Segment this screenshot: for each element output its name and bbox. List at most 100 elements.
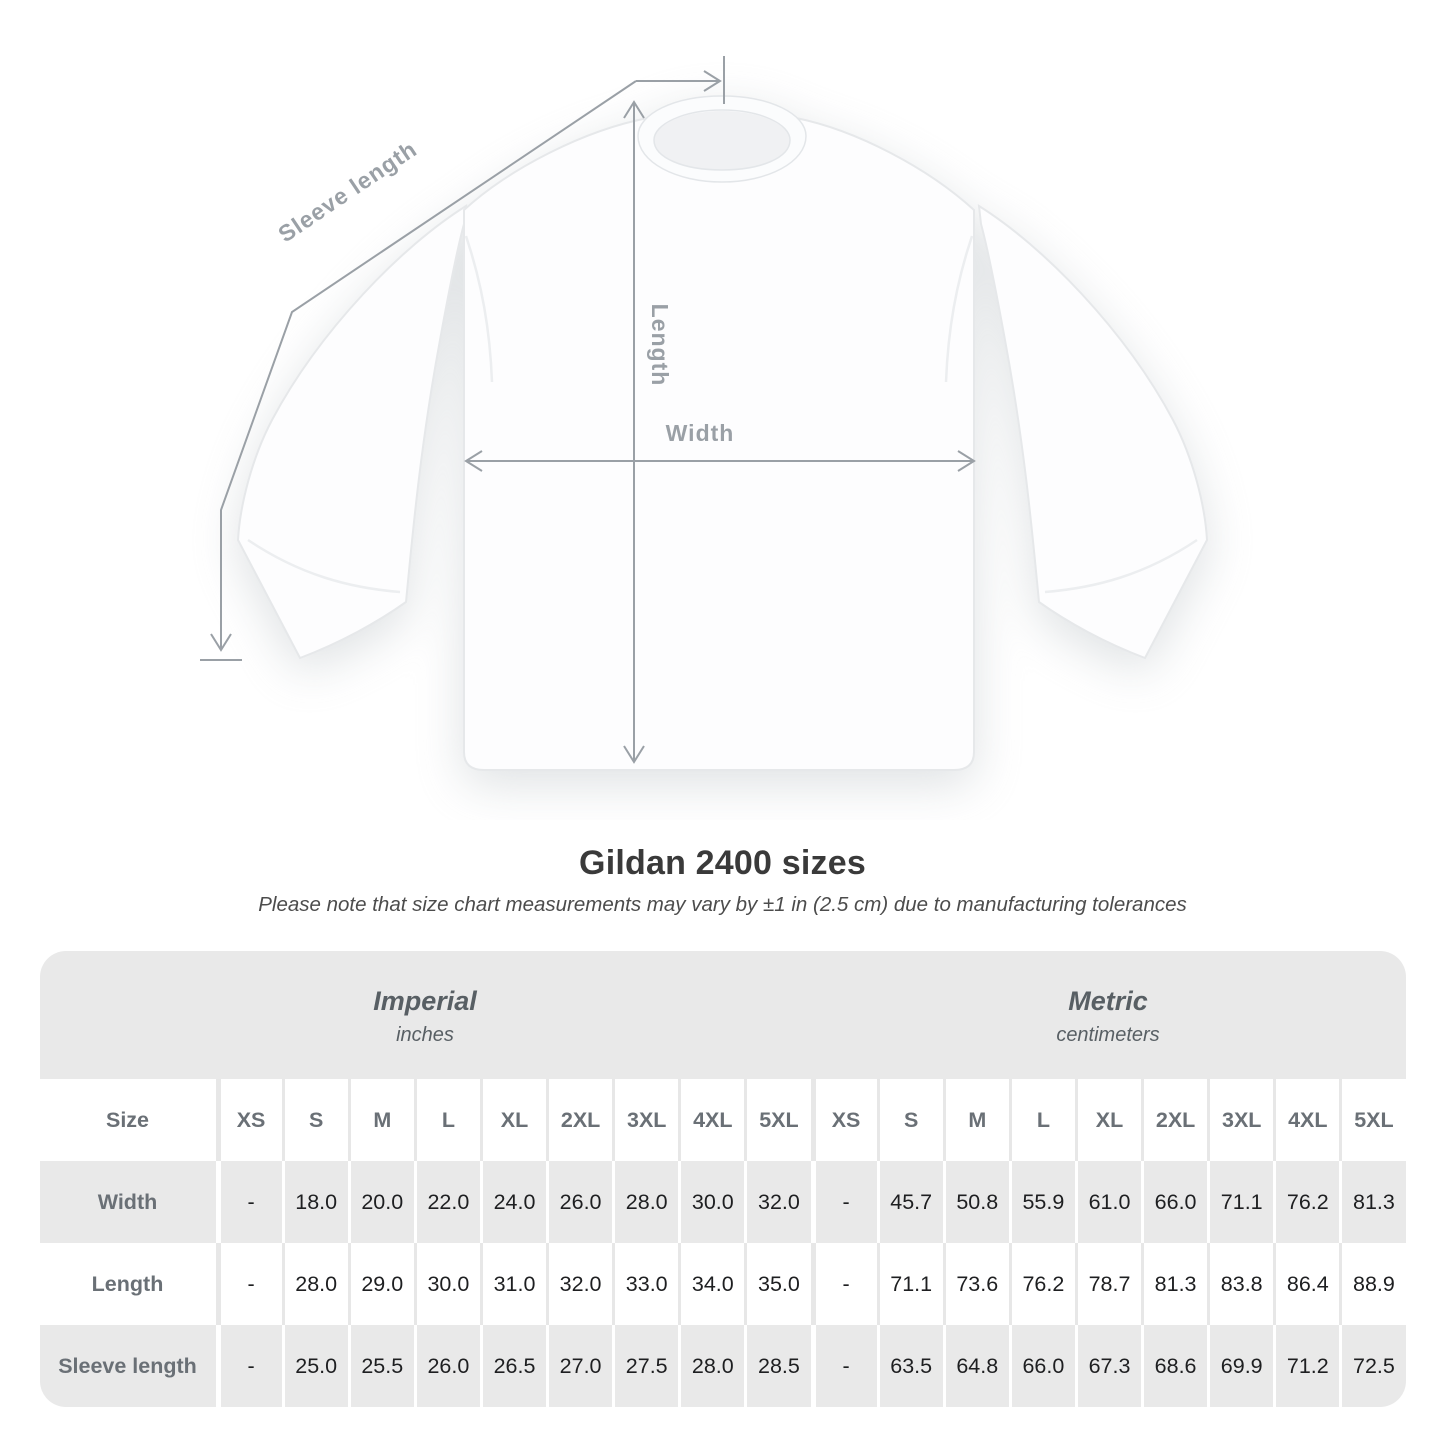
shirt-right-cuff-seam	[1044, 538, 1198, 594]
imperial-title: Imperial	[373, 985, 477, 1016]
shirt-collar	[637, 95, 807, 183]
shirt-right-sleeve	[977, 204, 1209, 660]
length-label: Length	[647, 304, 673, 387]
metric-title: Metric	[1068, 985, 1148, 1016]
width-imperial-xs: -	[215, 1161, 282, 1243]
sleeve-length-arrow-right	[703, 70, 722, 92]
row-label-sleeve-length: Sleeve length	[39, 1325, 216, 1407]
size-col-metric-xs: XS	[810, 1079, 877, 1161]
width-metric-4xl: 76.2	[1273, 1161, 1340, 1243]
sleeve-length-metric-5xl: 72.5	[1339, 1325, 1406, 1407]
size-col-imperial-4xl: 4XL	[678, 1079, 745, 1161]
size-col-metric-4xl: 4XL	[1273, 1079, 1340, 1161]
length-imperial-m: 29.0	[347, 1243, 414, 1325]
shirt-left-sleeve	[236, 204, 468, 660]
size-col-metric-2xl: 2XL	[1141, 1079, 1208, 1161]
length-metric-5xl: 88.9	[1339, 1243, 1406, 1325]
sleeve-length-imperial-3xl: 27.5	[612, 1325, 679, 1407]
width-metric-3xl: 71.1	[1207, 1161, 1274, 1243]
sleeve-length-imperial-5xl: 28.5	[744, 1325, 811, 1407]
length-imperial-2xl: 32.0	[546, 1243, 613, 1325]
shirt-measurement-diagram: Sleeve length Length Width	[200, 56, 1209, 771]
width-arrow-right	[957, 450, 976, 472]
width-label: Width	[666, 420, 735, 446]
width-metric-xl: 61.0	[1074, 1161, 1142, 1243]
sleeve-length-diagonal-line	[220, 80, 637, 648]
size-chart-table: Imperial inches Metric centimeters Size XS S M L…	[39, 951, 1406, 1407]
sleeve-length-metric-xs: -	[810, 1325, 877, 1407]
size-col-imperial-s: S	[281, 1079, 348, 1161]
sleeve-length-imperial-4xl: 28.0	[678, 1325, 745, 1407]
sleeve-length-metric-m: 64.8	[942, 1325, 1009, 1407]
size-col-imperial-2xl: 2XL	[546, 1079, 613, 1161]
size-col-metric-3xl: 3XL	[1207, 1079, 1274, 1161]
metric-section-header: Metric centimeters	[810, 951, 1406, 1079]
sleeve-length-imperial-s: 25.0	[281, 1325, 348, 1407]
length-imperial-5xl: 35.0	[744, 1243, 811, 1325]
length-imperial-s: 28.0	[281, 1243, 348, 1325]
sleeve-length-metric-s: 63.5	[876, 1325, 943, 1407]
row-label-width: Width	[39, 1161, 216, 1243]
sleeve-length-arrow-down	[210, 633, 232, 652]
length-imperial-3xl: 33.0	[612, 1243, 679, 1325]
size-col-metric-l: L	[1008, 1079, 1075, 1161]
size-col-metric-m: M	[942, 1079, 1009, 1161]
sleeve-length-metric-2xl: 68.6	[1141, 1325, 1208, 1407]
size-col-metric-5xl: 5XL	[1339, 1079, 1406, 1161]
metric-unit: centimeters	[1056, 1023, 1160, 1046]
width-arrow-left	[464, 450, 483, 472]
imperial-unit: inches	[396, 1023, 454, 1046]
size-col-imperial-3xl: 3XL	[612, 1079, 679, 1161]
length-metric-m: 73.6	[942, 1243, 1009, 1325]
shirt-diagram-svg: Sleeve length Length Width	[200, 56, 1209, 771]
length-arrow-up	[623, 100, 645, 119]
measure-row-length: Length -28.0 29.0 30.0 31.0 32.0 33.0 34.0 35.0-…	[39, 1243, 1406, 1325]
shirt-right-armpit-crease	[944, 235, 974, 383]
length-metric-s: 71.1	[876, 1243, 943, 1325]
sleeve-length-imperial-m: 25.5	[347, 1325, 414, 1407]
width-metric-2xl: 66.0	[1141, 1161, 1208, 1243]
sleeve-length-imperial-xl: 26.5	[479, 1325, 547, 1407]
shirt-neck-opening	[654, 111, 790, 171]
tolerance-note: Please note that size chart measurements…	[258, 893, 1187, 916]
length-imperial-l: 30.0	[413, 1243, 480, 1325]
length-imperial-xs: -	[215, 1243, 282, 1325]
shirt-left-armpit-crease	[464, 235, 494, 383]
width-imperial-l: 22.0	[413, 1161, 480, 1243]
width-imperial-2xl: 26.0	[546, 1161, 613, 1243]
length-metric-xs: -	[810, 1243, 877, 1325]
size-col-imperial-m: M	[347, 1079, 414, 1161]
size-col-imperial-5xl: 5XL	[744, 1079, 811, 1161]
width-metric-xs: -	[810, 1161, 877, 1243]
measure-row-width: Width -18.0 20.0 22.0 24.0 26.0 28.0 30.0 32.0-4…	[39, 1161, 1406, 1243]
size-col-metric-s: S	[876, 1079, 943, 1161]
length-imperial-xl: 31.0	[479, 1243, 547, 1325]
width-imperial-m: 20.0	[347, 1161, 414, 1243]
length-metric-2xl: 81.3	[1141, 1243, 1208, 1325]
size-col-imperial-xs: XS	[215, 1079, 282, 1161]
length-metric-l: 76.2	[1008, 1243, 1075, 1325]
size-header-label: Size	[39, 1079, 216, 1161]
size-col-imperial-l: L	[413, 1079, 480, 1161]
size-col-imperial-xl: XL	[479, 1079, 547, 1161]
sleeve-length-metric-3xl: 69.9	[1207, 1325, 1274, 1407]
sleeve-length-metric-4xl: 71.2	[1273, 1325, 1340, 1407]
imperial-section-header: Imperial inches	[39, 951, 811, 1079]
units-band-row: Imperial inches Metric centimeters	[39, 951, 1406, 1079]
sleeve-length-metric-l: 66.0	[1008, 1325, 1075, 1407]
width-imperial-xl: 24.0	[479, 1161, 547, 1243]
length-imperial-4xl: 34.0	[678, 1243, 745, 1325]
width-imperial-5xl: 32.0	[744, 1161, 811, 1243]
sleeve-length-imperial-2xl: 27.0	[546, 1325, 613, 1407]
width-imperial-s: 18.0	[281, 1161, 348, 1243]
sleeve-length-imperial-l: 26.0	[413, 1325, 480, 1407]
width-metric-m: 50.8	[942, 1161, 1009, 1243]
row-label-length: Length	[39, 1243, 216, 1325]
long-sleeve-shirt-illustration	[236, 95, 1209, 771]
page-title: Gildan 2400 sizes	[579, 844, 866, 882]
length-metric-3xl: 83.8	[1207, 1243, 1274, 1325]
width-imperial-3xl: 28.0	[612, 1161, 679, 1243]
sleeve-length-label: Sleeve length	[273, 135, 421, 247]
measure-row-sleeve-length: Sleeve length -25.0 25.5 26.0 26.5 27.0 27.5 28…	[39, 1325, 1406, 1407]
